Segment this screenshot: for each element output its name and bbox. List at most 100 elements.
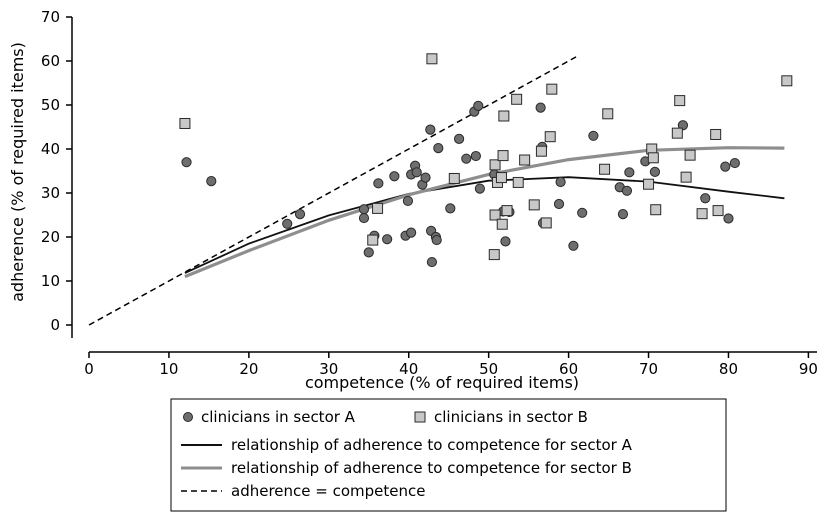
point-sector-b: [710, 128, 722, 140]
point-sector-a: [553, 198, 565, 210]
point-sector-b: [712, 205, 724, 217]
point-sector-a: [577, 207, 588, 218]
point-sector-a: [700, 193, 711, 204]
point-sector-b: [602, 108, 614, 120]
x-tick-label: 60: [559, 360, 578, 378]
point-sector-a: [445, 203, 456, 214]
point-sector-a: [411, 167, 422, 178]
point-sector-b: [495, 172, 507, 184]
point-sector-a: [621, 185, 633, 196]
legend-box: [170, 398, 727, 512]
point-sector-b: [647, 152, 659, 164]
x-ticks: 0 10 20 30 40 50 60 70 80 90: [84, 352, 818, 378]
point-sector-a: [649, 166, 661, 177]
point-sector-b: [544, 131, 556, 143]
point-sector-b: [489, 159, 501, 171]
point-sector-b: [497, 150, 509, 162]
point-sector-b: [671, 127, 683, 139]
point-sector-a: [624, 167, 635, 178]
point-sector-a: [406, 227, 417, 238]
point-sector-a: [402, 195, 414, 207]
point-sector-b: [179, 117, 191, 129]
x-tick-label: 10: [159, 360, 178, 378]
y-tick-label: 40: [41, 140, 60, 158]
point-sector-a: [294, 209, 306, 220]
legend-label-sector-b: clinicians in sector B: [434, 408, 588, 426]
fit-curve-sector-b: [184, 146, 785, 279]
point-sector-b: [501, 205, 513, 217]
point-sector-b: [781, 75, 793, 87]
point-sector-a: [461, 153, 472, 164]
point-sector-a: [474, 183, 485, 194]
y-ticks: 0 10 20 30 40 50 60 70: [41, 8, 72, 334]
legend-marker-sector-a: [183, 412, 193, 422]
point-sector-b: [498, 110, 510, 122]
y-tick-label: 50: [41, 96, 60, 114]
point-sector-a: [425, 124, 436, 135]
x-tick-label: 80: [719, 360, 738, 378]
point-sector-b: [599, 163, 611, 175]
point-sector-b: [643, 178, 655, 190]
point-sector-a: [382, 234, 393, 245]
fit-curve-sector-a: [184, 176, 785, 274]
point-sector-a: [433, 143, 444, 154]
x-tick-label: 20: [239, 360, 258, 378]
point-sector-a: [358, 204, 370, 215]
y-tick-label: 0: [50, 316, 60, 334]
y-tick-label: 20: [41, 228, 60, 246]
point-sector-b: [696, 208, 708, 220]
y-tick-label: 70: [41, 8, 60, 26]
plot-area: [88, 53, 793, 326]
point-sector-a: [426, 256, 438, 268]
point-sector-b: [535, 145, 547, 157]
point-sector-b: [528, 199, 540, 211]
point-sector-a: [588, 130, 599, 141]
point-sector-a: [389, 171, 400, 182]
point-sector-a: [181, 157, 192, 168]
x-tick-label: 50: [479, 360, 498, 378]
y-axis-title: adherence (% of required items): [8, 42, 27, 302]
y-tick-label: 60: [41, 52, 60, 70]
identity-line: [88, 55, 577, 326]
legend-label-sector-a: clinicians in sector A: [201, 408, 356, 426]
point-sector-b: [684, 149, 696, 161]
point-sector-b: [519, 154, 531, 166]
point-sector-a: [431, 234, 442, 246]
point-sector-a: [535, 102, 546, 113]
point-sector-b: [674, 95, 686, 107]
point-sector-b: [546, 83, 558, 95]
y-tick-label: 10: [41, 272, 60, 290]
point-sector-b: [367, 234, 379, 246]
point-sector-a: [729, 157, 740, 169]
point-sector-a: [373, 178, 384, 189]
point-sector-a: [363, 247, 374, 258]
legend-marker-sector-b: [414, 411, 426, 423]
point-sector-b: [650, 204, 662, 216]
x-tick-label: 90: [799, 360, 818, 378]
point-sector-a: [206, 176, 217, 187]
x-tick-label: 40: [399, 360, 418, 378]
y-tick-label: 30: [41, 184, 60, 202]
point-sector-a: [420, 172, 431, 183]
axes: 0 10 20 30 40 50 60 70 80 90 0 10 20 30 40 50 60 70 comp…: [8, 8, 818, 392]
point-sector-a: [358, 212, 370, 224]
legend-label-curve-b: relationship of adherence to competence …: [231, 459, 632, 477]
point-sector-a: [470, 150, 481, 162]
point-sector-b: [496, 218, 508, 230]
x-tick-label: 0: [84, 360, 94, 378]
point-sector-b: [372, 202, 384, 214]
point-sector-a: [677, 120, 689, 131]
point-sector-b: [680, 171, 692, 183]
x-tick-label: 70: [639, 360, 658, 378]
point-sector-b: [488, 249, 500, 261]
x-tick-label: 30: [319, 360, 338, 378]
point-sector-b: [512, 176, 524, 188]
point-sector-b: [511, 93, 523, 105]
legend-label-curve-a: relationship of adherence to competence …: [231, 436, 633, 454]
point-sector-a: [453, 133, 465, 144]
point-sector-a: [568, 240, 579, 251]
point-sector-a: [617, 209, 629, 220]
point-sector-a: [720, 161, 731, 172]
x-axis-title: competence (% of required items): [305, 373, 579, 392]
